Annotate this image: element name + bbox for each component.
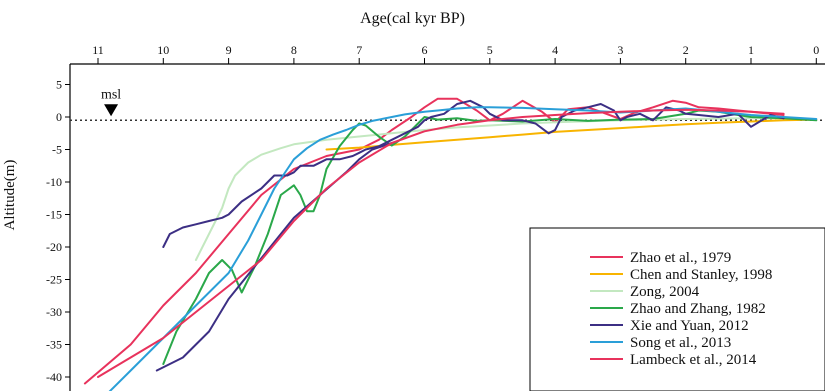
y-tick-label: -20 xyxy=(46,240,62,254)
y-tick-label: -10 xyxy=(46,175,62,189)
series-line-7 xyxy=(97,108,785,378)
x-tick-label: 0 xyxy=(813,43,819,57)
y-tick-label: -40 xyxy=(46,370,62,384)
legend-label: Zhao et al., 1979 xyxy=(630,250,731,266)
x-tick-label: 9 xyxy=(226,43,232,57)
series-line-3 xyxy=(162,109,818,365)
series-line-1 xyxy=(325,118,818,151)
x-tick-label: 5 xyxy=(487,43,493,57)
x-tick-label: 8 xyxy=(291,43,297,57)
x-tick-label: 11 xyxy=(92,43,104,57)
x-tick-label: 10 xyxy=(157,43,169,57)
y-tick-label: -15 xyxy=(46,208,62,222)
legend-label: Zhao and Zhang, 1982 xyxy=(630,301,766,317)
legend-label: Zong, 2004 xyxy=(630,284,700,300)
x-tick-label: 3 xyxy=(617,43,623,57)
series-group xyxy=(83,97,818,391)
x-tick-label: 7 xyxy=(356,43,362,57)
legend-label: Xie and Yuan, 2012 xyxy=(630,318,749,334)
y-tick-label: -35 xyxy=(46,338,62,352)
msl-label: msl xyxy=(101,87,121,102)
y-tick-label: -25 xyxy=(46,273,62,287)
y-tick-label: -5 xyxy=(52,143,62,157)
x-tick-label: 1 xyxy=(748,43,754,57)
y-tick-label: -30 xyxy=(46,305,62,319)
msl-marker xyxy=(104,104,119,117)
y-tick-label: 5 xyxy=(56,78,62,92)
y-tick-label: 0 xyxy=(56,110,62,124)
legend-label: Song et al., 2013 xyxy=(630,335,731,351)
legend-label: Lambeck et al., 2014 xyxy=(630,352,757,368)
x-tick-label: 6 xyxy=(422,43,428,57)
series-line-5 xyxy=(155,142,393,372)
x-axis-title: Age(cal kyr BP) xyxy=(360,10,465,27)
series-line-6 xyxy=(108,106,818,391)
series-line-4 xyxy=(162,99,785,248)
x-tick-label: 4 xyxy=(552,43,558,57)
x-tick-label: 2 xyxy=(683,43,689,57)
legend-box xyxy=(529,227,825,391)
legend-label: Chen and Stanley, 1998 xyxy=(630,267,772,283)
